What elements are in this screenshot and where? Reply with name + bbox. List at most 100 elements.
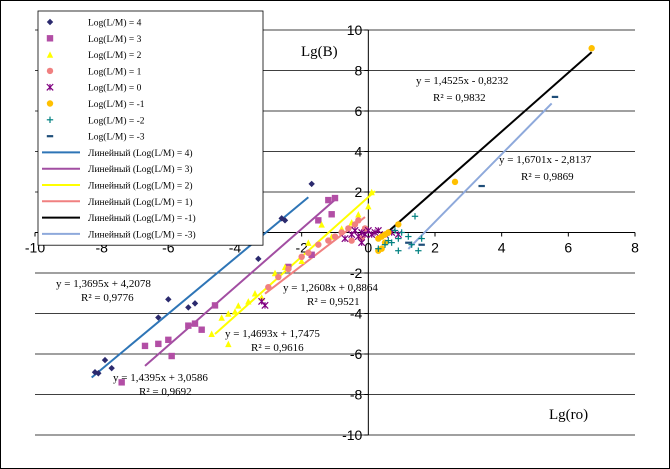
- trend-r-squared: R² = 0,9832: [433, 92, 486, 104]
- data-point: [315, 241, 322, 248]
- data-point: [46, 35, 54, 42]
- data-point: [355, 211, 362, 218]
- trendline: [144, 198, 336, 367]
- trendline: [214, 190, 376, 335]
- x-tick-label: 8: [631, 240, 639, 256]
- data-point: [191, 320, 199, 327]
- data-point: [191, 300, 199, 307]
- x-tick-label: 6: [564, 240, 572, 256]
- data-point: [408, 241, 415, 248]
- data-point: [478, 184, 485, 188]
- trend-r-squared: R² = 0,9692: [139, 386, 192, 398]
- legend-box: [37, 10, 264, 246]
- x-tick-label: 4: [498, 240, 506, 256]
- trend-annotations: y = 1,3695x + 4,2078 R² = 0,9776 y = 1,439…: [56, 75, 592, 398]
- data-point: [165, 296, 172, 303]
- legend: Log(L/M) = 4 Log(L/M) = 3 Log(L/M) = 2 Log(…: [37, 10, 264, 246]
- data-point: [405, 241, 412, 244]
- data-point: [325, 237, 332, 244]
- y-tick-label: -6: [350, 346, 363, 362]
- data-point: [348, 237, 355, 244]
- data-point: [46, 51, 54, 58]
- data-point: [211, 302, 219, 309]
- legend-entry: Log(L/M) = -2: [88, 115, 145, 126]
- trend-equation: y = 1,2608x + 0,8864: [283, 282, 378, 294]
- data-point: [208, 330, 215, 337]
- y-tick-label: 6: [355, 103, 363, 119]
- data-point: [395, 221, 402, 228]
- data-point: [398, 229, 405, 236]
- data-point: [118, 379, 125, 386]
- legend-entry: Log(L/M) = 2: [88, 50, 142, 61]
- data-point: [368, 188, 375, 196]
- trend-equation: y = 1,3695x + 4,2078: [56, 278, 151, 290]
- legend-entry: Log(L/M) = -1: [88, 99, 145, 110]
- trend-r-squared: R² = 0,9869: [521, 171, 574, 183]
- data-point: [308, 251, 315, 258]
- data-point: [381, 241, 389, 248]
- data-point: [375, 245, 382, 252]
- data-point: [328, 211, 335, 218]
- data-point: [341, 234, 349, 243]
- data-point: [305, 249, 312, 256]
- data-point: [165, 336, 172, 344]
- trend-equation: y = 1,6701x - 2,8137: [499, 154, 592, 166]
- data-point: [155, 314, 162, 321]
- y-axis-label: Lg(B): [301, 44, 338, 60]
- data-point: [374, 226, 382, 235]
- data-point: [395, 247, 402, 254]
- data-point: [325, 196, 332, 204]
- data-point: [305, 239, 312, 246]
- data-point: [108, 364, 115, 372]
- data-point: [46, 83, 54, 91]
- trend-equation: y = 1,4693x + 1,7475: [225, 328, 320, 340]
- data-point: [385, 229, 392, 236]
- legend-entry: Log(L/M) = 0: [88, 83, 142, 94]
- data-point: [355, 217, 362, 224]
- legend-entry: Линейный (Log(L/M) = 4): [88, 148, 193, 159]
- data-point: [258, 294, 265, 301]
- y-tick-label: -2: [350, 265, 363, 281]
- data-point: [308, 180, 315, 188]
- trend-r-squared: R² = 0,9521: [307, 296, 360, 308]
- trend-equation: y = 1,4395x + 3,0586: [113, 372, 208, 384]
- data-point: [385, 237, 392, 244]
- data-point: [168, 352, 175, 360]
- data-point: [185, 322, 192, 329]
- data-point: [298, 257, 305, 265]
- legend-entry: Log(L/M) = 4: [88, 18, 142, 29]
- data-point: [231, 308, 239, 315]
- trendline: [407, 102, 553, 250]
- data-point: [451, 178, 459, 186]
- trend-equation: y = 1,4525x - 0,8232: [416, 75, 508, 87]
- data-point: [351, 226, 359, 235]
- trend-r-squared: R² = 0,9616: [251, 342, 304, 354]
- data-point: [298, 253, 305, 260]
- data-point: [331, 194, 339, 202]
- data-point: [46, 18, 54, 26]
- legend-entry: Линейный (Log(L/M) = 3): [88, 164, 193, 175]
- y-tick-label: 8: [355, 63, 363, 79]
- data-point: [198, 326, 205, 333]
- data-point: [358, 239, 366, 247]
- y-tick-label: -4: [350, 306, 363, 322]
- data-point: [46, 100, 54, 107]
- data-point: [551, 95, 559, 99]
- data-point: [415, 247, 422, 254]
- data-point: [225, 310, 232, 317]
- y-tick-label: 2: [355, 184, 363, 200]
- y-tick-label: -10: [342, 427, 362, 443]
- data-point: [281, 217, 289, 224]
- data-point: [368, 230, 376, 239]
- data-point: [395, 235, 402, 242]
- data-point: [365, 202, 372, 210]
- legend-entry: Log(L/M) = 1: [88, 66, 142, 77]
- data-point: [338, 229, 345, 236]
- legend-entry: Линейный (Log(L/M) = 2): [88, 181, 193, 192]
- trend-r-squared: R² = 0,9776: [81, 292, 134, 304]
- data-point: [46, 116, 54, 123]
- data-point: [261, 301, 269, 310]
- x-tick-label: 2: [431, 240, 439, 256]
